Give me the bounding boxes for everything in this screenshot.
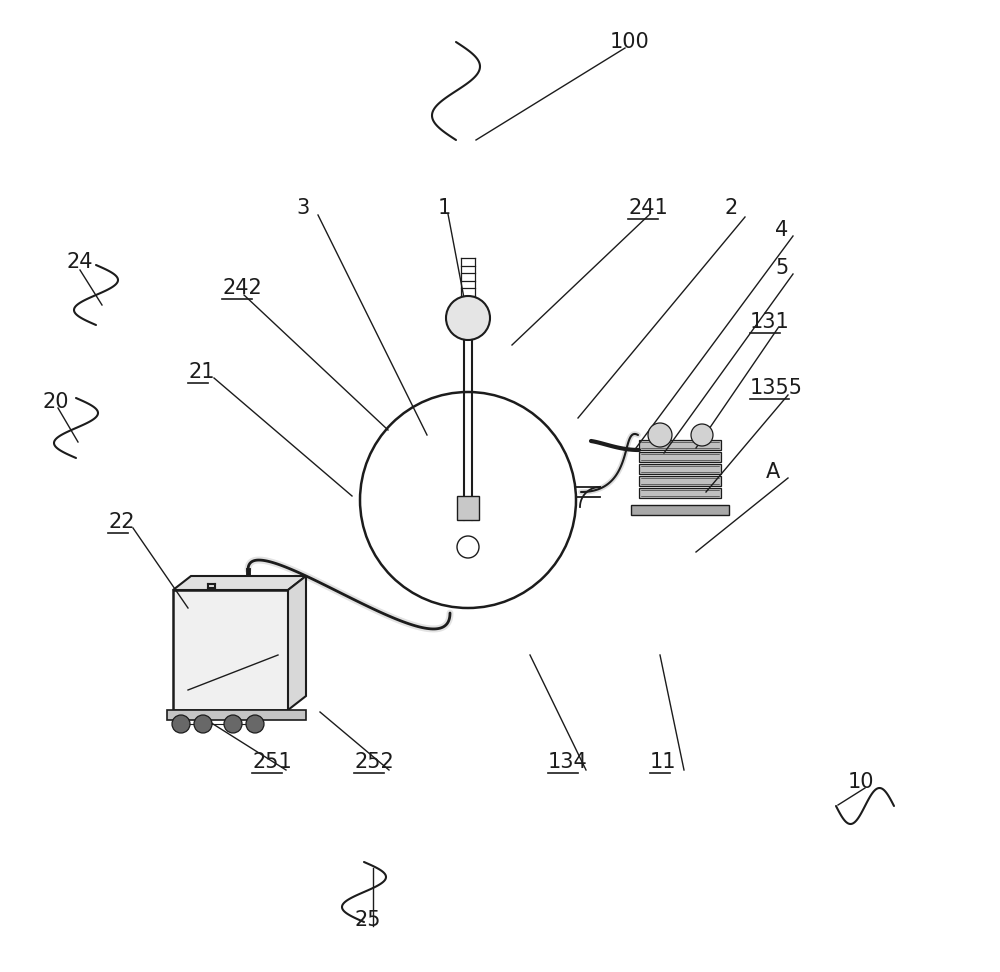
Text: 11: 11 (650, 752, 676, 772)
Text: 100: 100 (610, 32, 650, 52)
Text: 1355: 1355 (750, 378, 803, 398)
Polygon shape (173, 576, 306, 590)
Text: 251: 251 (252, 752, 292, 772)
Circle shape (172, 715, 190, 733)
FancyBboxPatch shape (639, 440, 721, 450)
Circle shape (691, 424, 713, 446)
Circle shape (648, 423, 672, 447)
Circle shape (224, 715, 242, 733)
Text: 22: 22 (108, 512, 134, 532)
FancyBboxPatch shape (639, 476, 721, 486)
Text: 20: 20 (42, 392, 68, 412)
FancyBboxPatch shape (173, 590, 288, 710)
FancyBboxPatch shape (457, 496, 479, 520)
Text: 5: 5 (775, 258, 788, 278)
Text: 24: 24 (66, 252, 92, 272)
Circle shape (446, 296, 490, 340)
Text: 252: 252 (354, 752, 394, 772)
FancyBboxPatch shape (631, 505, 729, 515)
FancyBboxPatch shape (639, 488, 721, 498)
Circle shape (246, 715, 264, 733)
Text: 21: 21 (188, 362, 214, 382)
FancyBboxPatch shape (639, 452, 721, 462)
Text: A: A (766, 462, 780, 482)
Text: 25: 25 (354, 910, 380, 930)
Circle shape (194, 715, 212, 733)
Text: 3: 3 (296, 198, 309, 218)
FancyBboxPatch shape (167, 710, 306, 720)
Text: 4: 4 (775, 220, 788, 240)
Text: 1: 1 (438, 198, 451, 218)
Polygon shape (288, 576, 306, 710)
Text: 2: 2 (724, 198, 737, 218)
Text: 10: 10 (848, 772, 874, 792)
Text: 241: 241 (628, 198, 668, 218)
FancyBboxPatch shape (639, 464, 721, 474)
Text: 131: 131 (750, 312, 790, 332)
Text: 242: 242 (222, 278, 262, 298)
Text: 134: 134 (548, 752, 588, 772)
